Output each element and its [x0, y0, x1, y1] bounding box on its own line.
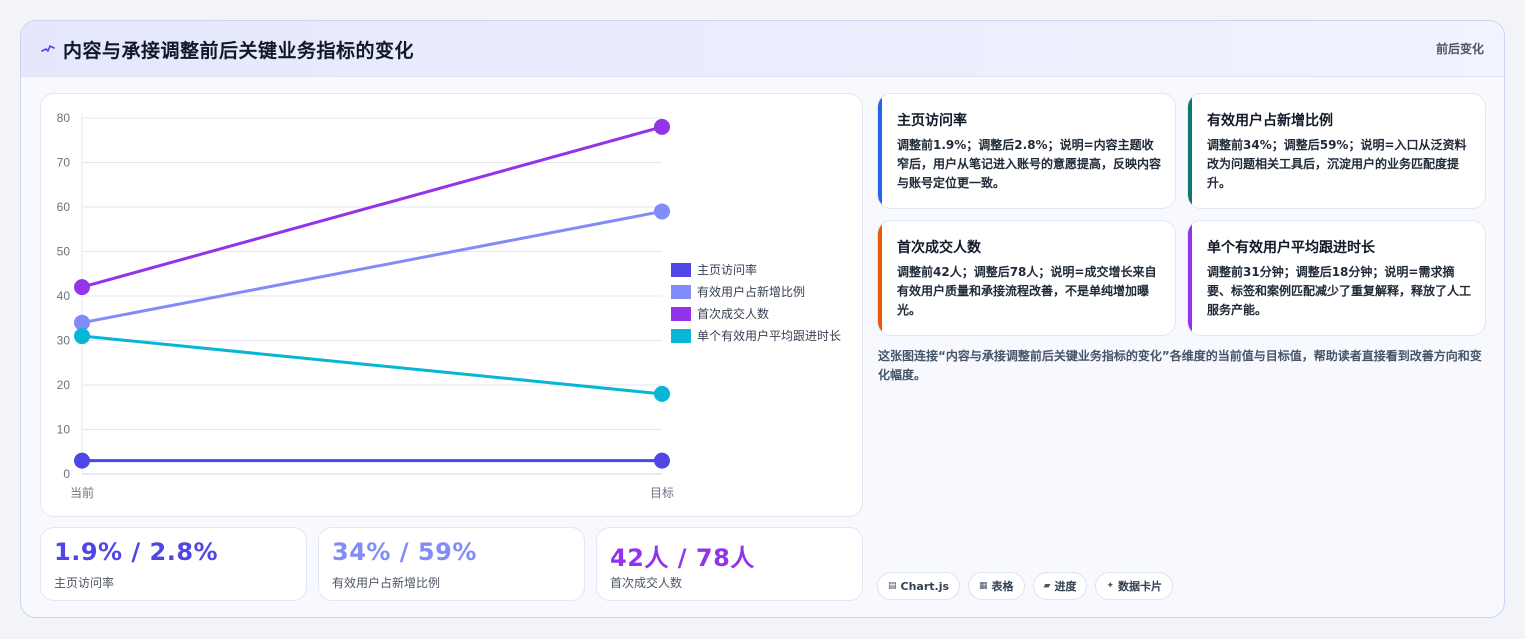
- header-right-label: 前后变化: [1435, 42, 1484, 56]
- legend-label: 主页访问率: [697, 262, 757, 277]
- metric-title: 首次成交人数: [897, 240, 981, 256]
- chip-progress[interactable]: ▰ 进度: [1032, 572, 1088, 600]
- y-tick-label: 60: [57, 200, 71, 214]
- y-tick-label: 80: [57, 111, 71, 125]
- data-point: [654, 452, 670, 469]
- metric-description: 调整前42人；调整后78人；说明=成交增长来自有效用户质量和承接流程改善，不是单…: [897, 265, 1157, 317]
- stat-card-first-deals: 42人 / 78人 首次成交人数: [596, 527, 863, 601]
- y-tick-label: 20: [57, 378, 71, 392]
- data-point: [74, 452, 90, 469]
- header-bar: 内容与承接调整前后关键业务指标的变化 前后变化: [21, 21, 1504, 77]
- metric-accent-bar: [1188, 221, 1192, 335]
- chart-icon: ▤: [888, 581, 897, 591]
- y-tick-label: 0: [63, 467, 70, 481]
- pulse-icon: [41, 42, 55, 56]
- chip-table[interactable]: ▦ 表格: [968, 572, 1025, 600]
- chip-label: 进度: [1054, 580, 1077, 593]
- metric-title: 有效用户占新增比例: [1207, 113, 1333, 129]
- data-point: [74, 279, 90, 296]
- metric-card-homepage: 主页访问率 调整前1.9%；调整后2.8%；说明=内容主题收窄后，用户从笔记进入…: [877, 93, 1176, 209]
- legend-swatch: [671, 285, 691, 299]
- y-tick-label: 70: [57, 156, 71, 170]
- y-tick-label: 30: [57, 334, 71, 348]
- legend-label: 首次成交人数: [697, 306, 769, 321]
- stat-label: 有效用户占新增比例: [332, 576, 441, 590]
- tech-chips: ▤ Chart.js ▦ 表格 ▰ 进度 ✦ 数据卡片: [877, 572, 1181, 600]
- chart-summary: 这张图连接“内容与承接调整前后关键业务指标的变化”各维度的当前值与目标值，帮助读…: [878, 349, 1482, 382]
- x-tick-label: 目标: [650, 486, 674, 500]
- dashboard-frame: 内容与承接调整前后关键业务指标的变化 前后变化 0 10 20 30 40 50 60 70 8…: [20, 20, 1505, 618]
- series-line: [81, 209, 663, 325]
- metric-card-valid-users: 有效用户占新增比例 调整前34%；调整后59%；说明=入口从泛资料改为问题相关工…: [1187, 93, 1486, 209]
- metric-description: 调整前31分钟；调整后18分钟；说明=需求摘要、标签和案例匹配减少了重复解释，释…: [1207, 265, 1472, 317]
- series-line: [81, 125, 663, 289]
- x-tick-label: 当前: [70, 485, 94, 500]
- legend-swatch: [671, 307, 691, 321]
- legend-swatch: [671, 263, 691, 277]
- y-tick-label: 40: [57, 289, 71, 303]
- stat-value: 34% / 59%: [332, 538, 477, 566]
- y-tick-label: 50: [57, 245, 71, 259]
- table-icon: ▦: [979, 581, 988, 591]
- y-tick-label: 10: [57, 423, 71, 437]
- line-chart: 0 10 20 30 40 50 60 70 80 当前 目标 主页访问率有效用户占新增比例首次成交人…: [57, 111, 841, 500]
- stat-card-valid-users: 34% / 59% 有效用户占新增比例: [318, 527, 585, 601]
- stat-value: 42人 / 78人: [610, 544, 755, 572]
- chip-label: 表格: [991, 580, 1014, 593]
- metric-title: 单个有效用户平均跟进时长: [1207, 240, 1375, 256]
- page-title: 内容与承接调整前后关键业务指标的变化: [63, 39, 415, 62]
- data-point: [654, 385, 670, 402]
- metric-accent-bar: [878, 221, 882, 335]
- data-point: [654, 118, 670, 135]
- metric-card-followup-time: 单个有效用户平均跟进时长 调整前31分钟；调整后18分钟；说明=需求摘要、标签和…: [1187, 220, 1486, 336]
- chip-label: 数据卡片: [1118, 580, 1163, 593]
- sparkle-icon: ✦: [1106, 581, 1115, 591]
- title-group: 内容与承接调整前后关键业务指标的变化: [41, 21, 414, 77]
- line-chart-card: 0 10 20 30 40 50 60 70 80 当前 目标 主页访问率有效用户占新增比例 首次成交人…: [40, 93, 863, 517]
- stat-card-homepage: 1.9% / 2.8% 主页访问率: [40, 527, 307, 601]
- metric-description: 调整前34%；调整后59%；说明=入口从泛资料改为问题相关工具后，沉淀用户的业务…: [1207, 138, 1467, 190]
- legend-swatch: [671, 329, 691, 343]
- chip-chartjs[interactable]: ▤ Chart.js: [877, 572, 961, 600]
- metric-accent-bar: [1188, 94, 1192, 208]
- progress-icon: ▰: [1043, 581, 1051, 591]
- series-line: [81, 334, 663, 396]
- chip-data-card[interactable]: ✦ 数据卡片: [1095, 572, 1174, 600]
- legend-label: 单个有效用户平均跟进时长: [697, 328, 841, 343]
- metric-title: 主页访问率: [897, 113, 967, 129]
- legend-label: 有效用户占新增比例: [697, 284, 805, 299]
- data-point: [74, 328, 90, 345]
- stat-label: 主页访问率: [54, 576, 115, 590]
- data-point: [654, 203, 670, 220]
- metric-accent-bar: [878, 94, 882, 208]
- metric-card-first-deals: 首次成交人数 调整前42人；调整后78人；说明=成交增长来自有效用户质量和承接流…: [877, 220, 1176, 336]
- stat-value: 1.9% / 2.8%: [54, 538, 219, 566]
- stat-label: 首次成交人数: [610, 576, 683, 590]
- metric-description: 调整前1.9%；调整后2.8%；说明=内容主题收窄后，用户从笔记进入账号的意愿提…: [897, 138, 1162, 190]
- chip-label: Chart.js: [900, 579, 950, 593]
- data-point: [74, 314, 90, 331]
